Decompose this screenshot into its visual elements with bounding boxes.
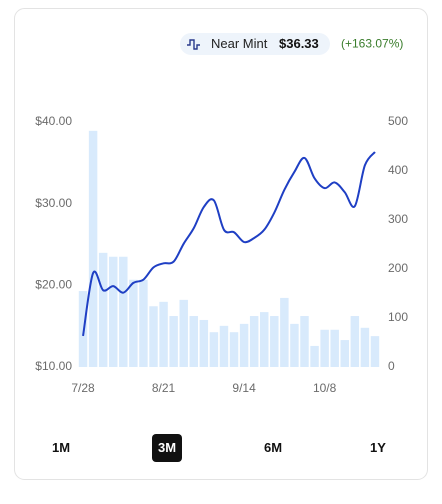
x-tick-label: 7/28 bbox=[71, 381, 95, 395]
volume-bar bbox=[129, 279, 138, 367]
y2-tick-label: 200 bbox=[388, 261, 408, 275]
card bbox=[14, 8, 428, 480]
volume-bar bbox=[239, 323, 249, 367]
volume-bar bbox=[119, 256, 128, 367]
y-tick-label: $30.00 bbox=[35, 196, 72, 210]
volume-bar bbox=[149, 306, 158, 367]
volume-bar bbox=[270, 316, 279, 367]
y2-tick-label: 400 bbox=[388, 163, 408, 177]
volume-bar bbox=[209, 332, 219, 367]
volume-bar bbox=[249, 316, 259, 367]
volume-bar bbox=[159, 301, 168, 367]
volume-bar bbox=[260, 312, 269, 367]
volume-bar bbox=[179, 299, 188, 367]
legend-change: (+163.07%) bbox=[341, 37, 403, 51]
legend-price: $36.33 bbox=[279, 36, 319, 51]
range-button[interactable]: 3M bbox=[158, 440, 176, 455]
legend-name: Near Mint bbox=[211, 36, 268, 51]
volume-bar bbox=[310, 345, 319, 367]
y2-tick-label: 0 bbox=[388, 359, 395, 373]
y2-tick-label: 100 bbox=[388, 310, 408, 324]
y-tick-label: $20.00 bbox=[35, 278, 72, 292]
volume-bar bbox=[199, 319, 209, 367]
x-tick-label: 10/8 bbox=[313, 381, 337, 395]
volume-bar bbox=[109, 256, 118, 367]
x-tick-label: 9/14 bbox=[232, 381, 256, 395]
volume-bar bbox=[229, 332, 239, 367]
y-tick-label: $40.00 bbox=[35, 114, 72, 128]
range-button[interactable]: 6M bbox=[264, 440, 282, 455]
volume-bar bbox=[330, 329, 339, 367]
volume-bar bbox=[320, 329, 329, 367]
y2-tick-label: 500 bbox=[388, 114, 408, 128]
price-line bbox=[82, 151, 376, 337]
range-button[interactable]: 1M bbox=[52, 440, 70, 455]
volume-bar bbox=[290, 323, 299, 367]
range-button-bg[interactable] bbox=[152, 434, 182, 462]
y-tick-label: $10.00 bbox=[35, 359, 72, 373]
volume-bar bbox=[280, 297, 289, 367]
volume-bar bbox=[300, 316, 309, 367]
legend-pill bbox=[180, 33, 330, 55]
volume-bar bbox=[350, 316, 360, 367]
volume-bar bbox=[98, 252, 108, 367]
volume-bar bbox=[189, 316, 198, 367]
range-button[interactable]: 1Y bbox=[370, 440, 386, 455]
legend-icon bbox=[187, 39, 200, 50]
volume-bar bbox=[219, 325, 229, 367]
volume-bar bbox=[169, 316, 178, 367]
volume-bar bbox=[370, 336, 380, 367]
volume-bar bbox=[88, 130, 98, 367]
x-tick-label: 8/21 bbox=[152, 381, 176, 395]
volume-bar bbox=[139, 279, 148, 367]
volume-bar bbox=[360, 327, 370, 367]
y2-tick-label: 300 bbox=[388, 212, 408, 226]
volume-bar bbox=[340, 340, 349, 367]
